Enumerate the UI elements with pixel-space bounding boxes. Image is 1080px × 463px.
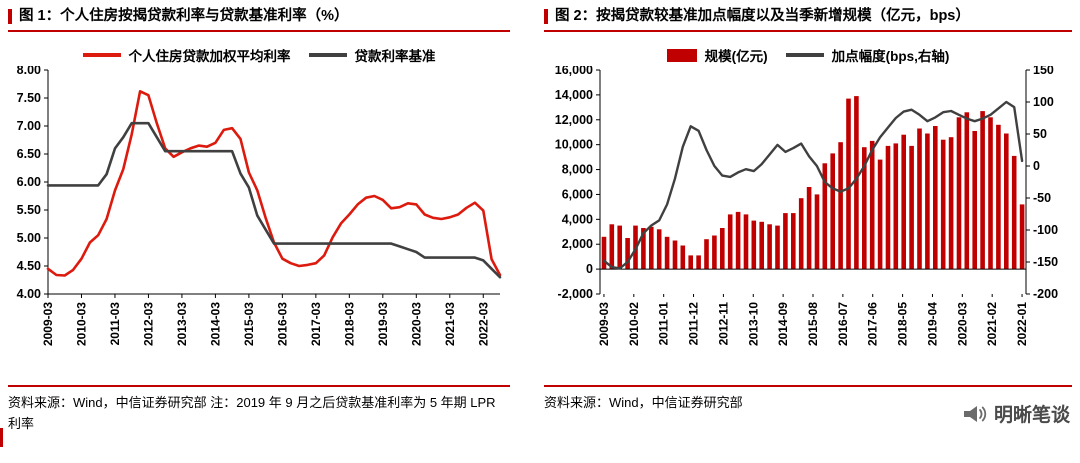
legend-line-swatch-red <box>82 53 121 58</box>
figure2-source-row: 资料来源：Wind，中信证券研究部 <box>544 385 1072 413</box>
svg-text:2022-01: 2022-01 <box>1015 302 1029 346</box>
svg-text:2016-07: 2016-07 <box>836 302 850 346</box>
figure1-legend: 个人住房贷款加权平均利率 贷款利率基准 <box>8 44 510 66</box>
legend-item-volume: 规模(亿元) <box>666 45 768 65</box>
svg-text:-200: -200 <box>1033 287 1058 301</box>
legend-bar-swatch-red <box>666 48 697 62</box>
legend-label: 加点幅度(bps,右轴) <box>831 49 950 65</box>
megaphone-icon <box>963 405 987 422</box>
svg-text:2013-03: 2013-03 <box>175 302 189 346</box>
figure1-source-text: 资料来源：Wind，中信证券研究部 注：2019 年 9 月之后贷款基准利率为 … <box>8 395 496 431</box>
legend-line-swatch-dark <box>308 53 347 58</box>
svg-text:8.00: 8.00 <box>17 66 41 77</box>
svg-text:16,000: 16,000 <box>555 66 593 77</box>
svg-text:5.00: 5.00 <box>17 231 41 245</box>
svg-text:2017-06: 2017-06 <box>866 302 880 346</box>
svg-text:2010-03: 2010-03 <box>74 302 88 346</box>
svg-text:-150: -150 <box>1033 255 1058 269</box>
legend-label: 贷款利率基准 <box>354 49 436 65</box>
svg-text:4.50: 4.50 <box>17 259 41 273</box>
svg-text:2012-11: 2012-11 <box>716 302 730 346</box>
legend-item-spread: 加点幅度(bps,右轴) <box>785 45 950 65</box>
svg-text:2,000: 2,000 <box>562 238 593 252</box>
brand-name: 明晰笔谈 <box>993 405 1070 426</box>
svg-text:2012-03: 2012-03 <box>141 302 155 346</box>
svg-text:2021-02: 2021-02 <box>985 302 999 346</box>
brand-wechat-logo: 明晰笔谈 <box>962 400 1070 427</box>
figure2-panel: 图 2：按揭贷款较基准加点幅度以及当季新增规模（亿元，bps） 规模(亿元) 加… <box>544 8 1072 434</box>
legend-item-benchmark-rate: 贷款利率基准 <box>308 45 436 65</box>
svg-text:10,000: 10,000 <box>555 138 593 152</box>
figure2-legend: 规模(亿元) 加点幅度(bps,右轴) <box>544 44 1072 66</box>
legend-item-mortgage-rate: 个人住房贷款加权平均利率 <box>82 45 291 65</box>
svg-text:2017-03: 2017-03 <box>309 302 323 346</box>
svg-text:0: 0 <box>1033 159 1040 173</box>
svg-text:6.00: 6.00 <box>17 175 41 189</box>
svg-text:2021-03: 2021-03 <box>443 302 457 346</box>
svg-text:2015-03: 2015-03 <box>242 302 256 346</box>
svg-text:2010-02: 2010-02 <box>627 302 641 346</box>
svg-text:2018-05: 2018-05 <box>896 302 910 346</box>
svg-text:2022-03: 2022-03 <box>476 302 490 346</box>
figure1-panel: 图 1：个人住房按揭贷款利率与贷款基准利率（%） 个人住房贷款加权平均利率 贷款… <box>8 8 510 434</box>
legend-line-swatch-dark <box>785 53 824 58</box>
svg-text:6,000: 6,000 <box>562 188 593 202</box>
legend-label: 个人住房贷款加权平均利率 <box>128 49 291 65</box>
figure-columns: 图 1：个人住房按揭贷款利率与贷款基准利率（%） 个人住房贷款加权平均利率 贷款… <box>8 8 1072 434</box>
svg-text:7.00: 7.00 <box>17 119 41 133</box>
svg-text:50: 50 <box>1033 127 1047 141</box>
figure1-title: 图 1：个人住房按揭贷款利率与贷款基准利率（%） <box>19 8 349 24</box>
svg-text:2009-03: 2009-03 <box>597 302 611 346</box>
svg-text:2019-03: 2019-03 <box>376 302 390 346</box>
figure2-title: 图 2：按揭贷款较基准加点幅度以及当季新增规模（亿元，bps） <box>555 8 970 24</box>
svg-text:5.50: 5.50 <box>17 203 41 217</box>
svg-text:2014-03: 2014-03 <box>208 302 222 346</box>
svg-text:100: 100 <box>1033 95 1054 109</box>
figure2-title-bar: 图 2：按揭贷款较基准加点幅度以及当季新增规模（亿元，bps） <box>544 8 1072 33</box>
svg-text:14,000: 14,000 <box>555 88 593 102</box>
svg-text:12,000: 12,000 <box>555 113 593 127</box>
svg-text:2019-04: 2019-04 <box>925 302 939 346</box>
figure1-chart-canvas: 8.00 7.50 7.00 6.50 6.00 5.50 5.00 4.50 4.002009… <box>17 63 502 346</box>
svg-text:150: 150 <box>1033 66 1054 77</box>
svg-text:2013-10: 2013-10 <box>746 302 760 346</box>
svg-text:2016-03: 2016-03 <box>275 302 289 346</box>
svg-text:4.00: 4.00 <box>17 287 41 301</box>
svg-text:2011-01: 2011-01 <box>657 302 671 346</box>
svg-text:4,000: 4,000 <box>562 213 593 227</box>
svg-text:-2,000: -2,000 <box>558 287 593 301</box>
svg-text:0: 0 <box>586 263 593 277</box>
legend-label: 规模(亿元) <box>704 49 768 65</box>
title-accent-bar <box>544 9 548 25</box>
svg-text:2011-12: 2011-12 <box>687 302 701 346</box>
svg-text:-100: -100 <box>1033 223 1058 237</box>
title-accent-bar <box>8 9 12 25</box>
svg-text:2020-03: 2020-03 <box>409 302 423 346</box>
svg-text:2009-03: 2009-03 <box>41 302 55 346</box>
svg-text:2014-09: 2014-09 <box>776 302 790 346</box>
figure2-chart-canvas: 16,000 14,000 12,000 10,000 8,000 6,000 4,000 2… <box>555 63 1058 346</box>
svg-text:7.50: 7.50 <box>17 91 41 105</box>
svg-text:-50: -50 <box>1033 191 1051 205</box>
figure1-source-row: 资料来源：Wind，中信证券研究部 注：2019 年 9 月之后贷款基准利率为 … <box>8 385 510 433</box>
figure2-source-text: 资料来源：Wind，中信证券研究部 <box>544 395 743 411</box>
svg-text:6.50: 6.50 <box>17 147 41 161</box>
figure1-title-bar: 图 1：个人住房按揭贷款利率与贷款基准利率（%） <box>8 8 510 33</box>
svg-text:2018-03: 2018-03 <box>342 302 356 346</box>
svg-text:2015-08: 2015-08 <box>806 302 820 346</box>
svg-text:2020-03: 2020-03 <box>955 302 969 346</box>
svg-text:8,000: 8,000 <box>562 163 593 177</box>
svg-text:2011-03: 2011-03 <box>108 302 122 346</box>
page-edge-marker <box>0 428 3 447</box>
